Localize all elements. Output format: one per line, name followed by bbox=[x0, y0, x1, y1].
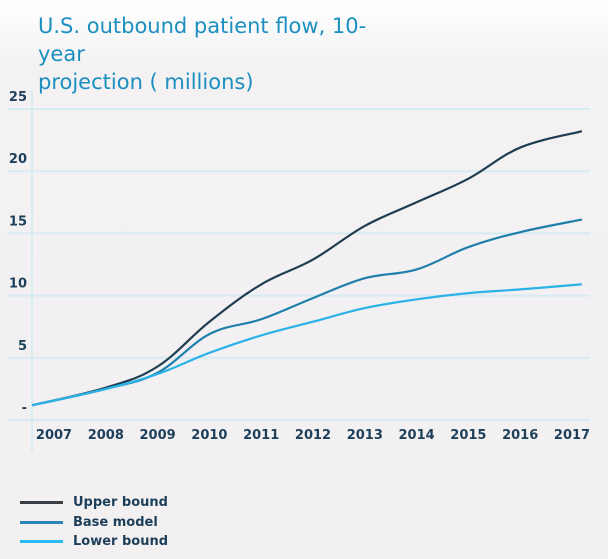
x-tick-label: 2015 bbox=[450, 428, 486, 443]
y-tick-label: 5 bbox=[18, 339, 27, 354]
legend-item-lower-bound: Lower bound bbox=[20, 532, 168, 552]
legend-swatch-lower-bound bbox=[20, 540, 63, 544]
y-tick-label: 15 bbox=[9, 214, 27, 229]
legend-swatch-upper-bound bbox=[20, 501, 63, 505]
legend-label-upper-bound: Upper bound bbox=[73, 495, 168, 511]
x-tick-label: 2011 bbox=[243, 428, 279, 443]
y-tick-labels: 25 20 15 10 5 - bbox=[9, 90, 27, 416]
legend-label-base-model: Base model bbox=[73, 514, 158, 530]
legend-swatch-base-model bbox=[20, 520, 63, 524]
legend-item-upper-bound: Upper bound bbox=[20, 493, 168, 513]
x-tick-label: 2008 bbox=[88, 428, 124, 443]
x-tick-labels: 2007 2008 2009 2010 2011 2012 2013 2014 2015 2016… bbox=[36, 428, 590, 443]
gridlines bbox=[8, 108, 590, 421]
x-tick-label: 2013 bbox=[347, 428, 383, 443]
series-line-base-model bbox=[31, 218, 583, 407]
x-tick-label: 2007 bbox=[36, 428, 72, 443]
y-tick-label: - bbox=[22, 401, 27, 416]
x-tick-label: 2010 bbox=[191, 428, 227, 443]
y-tick-label: 25 bbox=[9, 90, 27, 105]
series-lines bbox=[31, 130, 583, 407]
series-line-upper-bound bbox=[31, 130, 583, 407]
chart-title-line-1: U.S. outbound patient flow, 10-year bbox=[38, 14, 367, 66]
legend-item-base-model: Base model bbox=[20, 513, 168, 533]
x-tick-label: 2016 bbox=[502, 428, 538, 443]
chart-title-line-2: projection ( millions) bbox=[38, 70, 254, 94]
y-tick-label: 10 bbox=[9, 277, 27, 292]
legend-label-lower-bound: Lower bound bbox=[73, 534, 169, 550]
chart-title: U.S. outbound patient flow, 10-year proj… bbox=[38, 12, 398, 96]
legend: Upper bound Base model Lower bound bbox=[20, 493, 168, 552]
y-tick-label: 20 bbox=[9, 152, 27, 167]
x-tick-label: 2009 bbox=[140, 428, 176, 443]
x-tick-label: 2014 bbox=[399, 428, 435, 443]
x-tick-label: 2012 bbox=[295, 428, 331, 443]
series-line-lower-bound bbox=[31, 283, 583, 407]
x-tick-label: 2017 bbox=[554, 428, 590, 443]
